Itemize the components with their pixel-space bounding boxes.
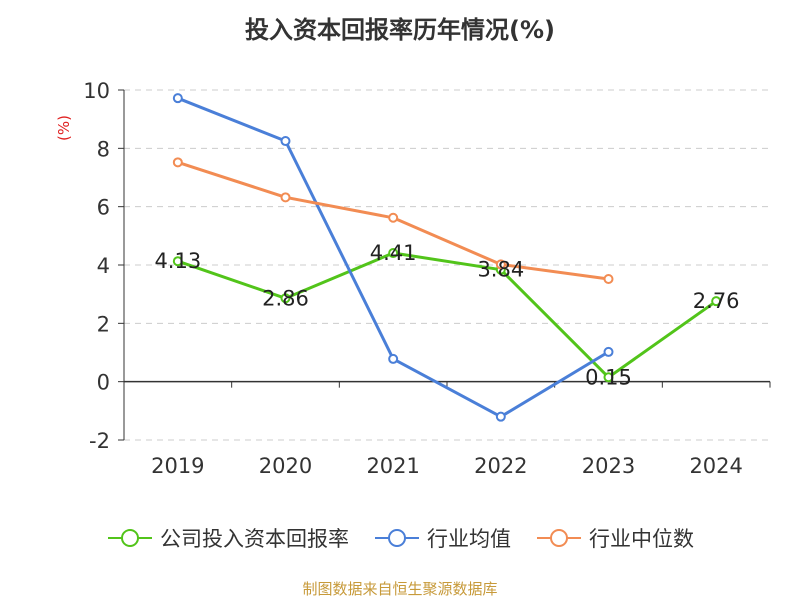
data-label: 4.41 [370,241,417,265]
x-tick-label: 2024 [689,454,742,478]
y-tick-label: 8 [97,137,110,161]
data-point [280,136,291,147]
data-point [603,346,614,357]
data-point [388,212,399,223]
legend-item-company-roic[interactable]: 公司投入资本回报率 [106,523,349,553]
line-chart: -2 0 2 4 6 8 10 (%) 2019 2020 2021 2022 2023 2024 4.1… [55,79,771,478]
data-label: 3.84 [477,258,524,282]
legend-item-industry-mean[interactable]: 行业均值 [373,523,511,553]
data-labels: 4.13 2.86 4.41 3.84 0.15 2.76 [154,241,739,389]
legend-label-industry-median: 行业中位数 [589,527,694,551]
y-tick-label: -2 [89,429,110,453]
data-point [388,353,399,364]
data-point [172,157,183,168]
data-point [280,293,291,304]
series-1 [172,93,614,422]
data-point [711,296,722,307]
y-tick-label: 4 [97,254,110,278]
y-tick-label: 2 [97,312,110,336]
data-point [495,259,506,270]
x-tick-label: 2022 [474,454,527,478]
data-label: 0.15 [585,365,632,389]
x-tick-label: 2019 [151,454,204,478]
series-line [176,251,718,379]
data-point [172,93,183,104]
data-label: 4.13 [154,249,201,273]
data-label: 2.86 [262,286,309,310]
legend-label-company-roic: 公司投入资本回报率 [160,527,349,551]
data-label: 2.76 [693,289,740,313]
series [172,93,722,422]
legend-label-industry-mean: 行业均值 [427,527,511,551]
data-point [172,256,183,267]
series-0 [172,248,722,383]
data-point [603,274,614,284]
legend-marker-industry-mean [375,529,419,547]
chart-title: 投入资本回报率历年情况(%) [245,16,555,44]
axes: -2 0 2 4 6 8 10 (%) 2019 2020 2021 2022 2023 2024 [55,79,771,478]
legend-marker-company-roic [108,529,152,547]
data-point [388,248,399,259]
grid [124,89,770,441]
x-tick-label: 2021 [366,454,419,478]
y-tick-label: 0 [97,371,110,395]
data-point [280,192,291,203]
y-tick-label: 10 [83,79,110,103]
series-2 [172,157,614,284]
x-tick-label: 2020 [259,454,312,478]
legend-marker-industry-median [537,529,581,547]
data-point [495,411,506,422]
legend: 公司投入资本回报率 行业均值 行业中位数 [0,520,800,556]
y-axis-label: (%) [55,115,73,141]
x-tick-label: 2023 [582,454,635,478]
source-note: 制图数据来自恒生聚源数据库 [302,580,498,598]
legend-item-industry-median[interactable]: 行业中位数 [535,523,694,553]
data-point [603,372,614,383]
y-tick-label: 6 [97,196,110,220]
